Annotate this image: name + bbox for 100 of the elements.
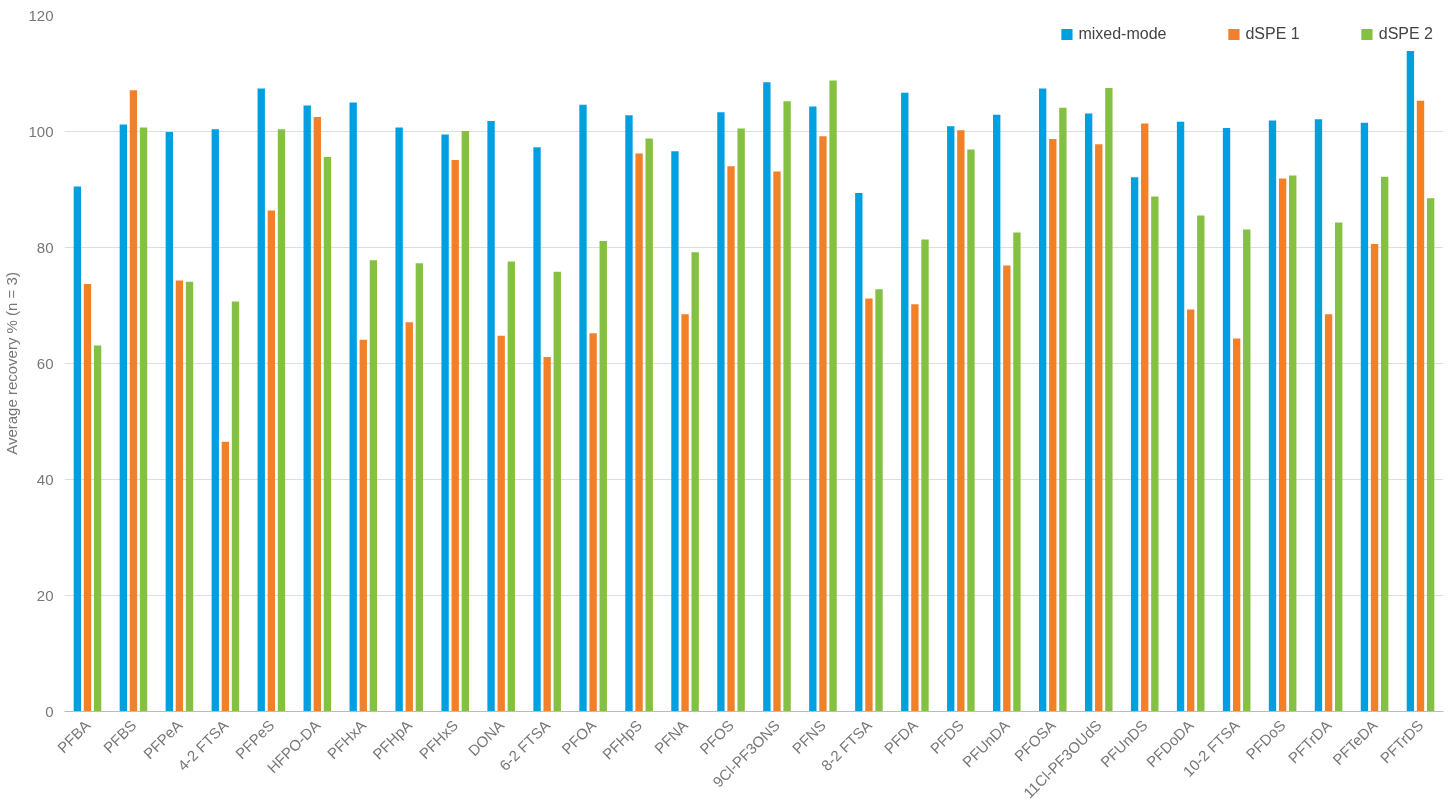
bar (865, 298, 873, 712)
bar (727, 166, 735, 712)
bar (1335, 222, 1343, 712)
bar (1222, 128, 1231, 712)
bar (93, 345, 102, 712)
bar (1268, 120, 1277, 712)
bar (303, 105, 311, 712)
bar (231, 301, 240, 712)
bar (1176, 121, 1185, 712)
bar (957, 130, 965, 712)
bar (553, 271, 561, 712)
bar (1151, 196, 1159, 712)
bar (533, 147, 541, 712)
bar (349, 102, 357, 712)
bar (1049, 139, 1057, 712)
bar (451, 159, 459, 712)
y-tick-label: 120 (28, 6, 54, 24)
bar (911, 304, 919, 712)
bar (773, 171, 781, 712)
y-tick-label: 40 (36, 470, 54, 488)
bar (921, 239, 929, 712)
bar (1278, 178, 1287, 712)
bar (497, 335, 505, 712)
bar (1360, 122, 1369, 712)
bar (165, 132, 173, 712)
bar (359, 339, 367, 712)
bar (543, 357, 551, 712)
bar (717, 112, 725, 712)
bar (211, 129, 219, 712)
bar (625, 115, 633, 712)
bar (441, 134, 449, 712)
bar (819, 136, 827, 712)
bar (1141, 123, 1149, 712)
y-tick-label: 60 (36, 354, 54, 372)
bar (507, 261, 515, 712)
bar (589, 333, 597, 712)
y-tick-label: 20 (36, 586, 54, 604)
bar (1105, 88, 1113, 712)
y-axis-title: Average recovery % (n = 3) (3, 272, 21, 455)
bar (1187, 309, 1195, 712)
bar (1084, 113, 1093, 712)
bar (1314, 119, 1323, 712)
bar (671, 151, 679, 712)
bar (267, 210, 276, 712)
bar (369, 260, 378, 712)
bar (947, 126, 955, 712)
bar (809, 106, 817, 712)
bar (599, 241, 607, 712)
bar (763, 82, 771, 712)
y-tick-label: 80 (36, 238, 54, 256)
bar (855, 192, 863, 712)
bar (185, 281, 194, 712)
bar (579, 104, 587, 712)
bar (1232, 338, 1241, 712)
bar (1197, 215, 1205, 712)
bar (691, 252, 699, 712)
bar (1406, 50, 1415, 712)
bar (221, 441, 230, 712)
bar (461, 130, 470, 712)
legend-label: dSPE 2 (1378, 25, 1433, 43)
bar (487, 121, 495, 712)
bar (967, 149, 975, 712)
bar (1380, 176, 1389, 712)
bar (1059, 107, 1067, 712)
bar (1095, 144, 1103, 712)
bar (405, 322, 413, 712)
bar (313, 117, 321, 712)
bar (1426, 198, 1435, 712)
y-tick-label: 100 (28, 122, 54, 140)
bar (901, 92, 909, 712)
bar (1243, 229, 1251, 712)
bar (635, 153, 643, 712)
bar (1038, 88, 1047, 712)
bar (681, 314, 689, 712)
bar (175, 280, 184, 712)
bar (1416, 100, 1425, 712)
bar (1003, 265, 1011, 712)
bar (783, 101, 791, 712)
bar (73, 186, 82, 712)
bar (129, 90, 138, 712)
bar (737, 128, 745, 712)
y-tick-label: 0 (45, 702, 54, 720)
bar (1324, 314, 1333, 712)
bar (875, 289, 883, 712)
bar (1130, 177, 1139, 712)
bar (993, 114, 1001, 712)
legend-label: mixed-mode (1078, 25, 1167, 43)
bar (83, 284, 92, 712)
bar (277, 129, 286, 712)
bar (257, 88, 265, 712)
bar (1289, 175, 1297, 712)
legend-label: dSPE 1 (1245, 25, 1300, 43)
bar (119, 124, 128, 712)
bar (645, 138, 653, 712)
bar (323, 157, 332, 712)
bar (139, 127, 148, 712)
bar (1013, 232, 1021, 712)
bar (829, 80, 837, 712)
bar (415, 263, 424, 712)
bar (1370, 244, 1379, 712)
